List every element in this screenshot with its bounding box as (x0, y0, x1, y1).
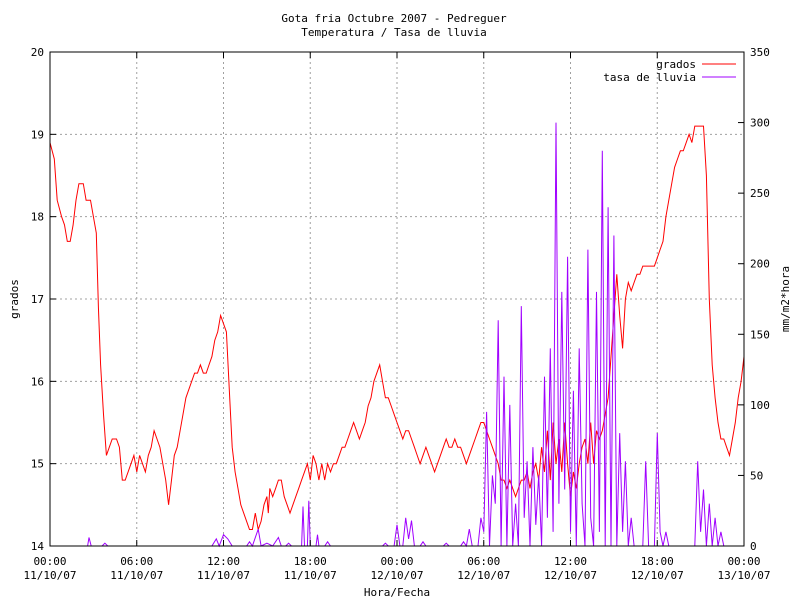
series-line-tasa-de-lluvia (50, 122, 744, 548)
y2-tick-label: 0 (750, 540, 757, 553)
series (49, 122, 745, 548)
grid (50, 52, 744, 546)
x-tick-time-label: 00:00 (380, 555, 413, 568)
x-tick-time-label: 00:00 (33, 555, 66, 568)
x-tick-time-label: 18:00 (641, 555, 674, 568)
y-axis-label: grados (8, 279, 21, 319)
x-tick-date-label: 11/10/07 (197, 569, 250, 582)
y2-tick-label: 200 (750, 258, 770, 271)
x-tick-time-label: 06:00 (467, 555, 500, 568)
chart-subtitle: Temperatura / Tasa de lluvia (301, 26, 486, 39)
y2-tick-label: 150 (750, 328, 770, 341)
ticks: 00:0011/10/0706:0011/10/0712:0011/10/071… (24, 46, 771, 582)
x-tick-time-label: 12:00 (207, 555, 240, 568)
series-line-grados (49, 125, 745, 532)
y-tick-label: 19 (31, 128, 44, 141)
x-tick-date-label: 11/10/07 (110, 569, 163, 582)
x-tick-date-label: 12/10/07 (631, 569, 684, 582)
y-tick-label: 17 (31, 293, 44, 306)
x-tick-date-label: 12/10/07 (457, 569, 510, 582)
y2-tick-label: 100 (750, 399, 770, 412)
x-tick-time-label: 12:00 (554, 555, 587, 568)
x-tick-time-label: 06:00 (120, 555, 153, 568)
x-tick-time-label: 18:00 (294, 555, 327, 568)
legend-label: tasa de lluvia (603, 71, 696, 84)
y2-tick-label: 300 (750, 117, 770, 130)
y-tick-label: 18 (31, 211, 44, 224)
y2-tick-label: 250 (750, 187, 770, 200)
x-tick-time-label: 00:00 (727, 555, 760, 568)
y-tick-label: 20 (31, 46, 44, 59)
y-tick-label: 16 (31, 375, 44, 388)
chart-title: Gota fria Octubre 2007 - Pedreguer (281, 12, 507, 25)
y2-tick-label: 50 (750, 469, 763, 482)
y2-axis-label: mm/m2*hora (779, 266, 792, 332)
x-tick-date-label: 11/10/07 (284, 569, 337, 582)
y-tick-label: 15 (31, 458, 44, 471)
x-tick-date-label: 12/10/07 (544, 569, 597, 582)
legend-label: grados (656, 58, 696, 71)
x-tick-date-label: 12/10/07 (371, 569, 424, 582)
y2-tick-label: 350 (750, 46, 770, 59)
x-tick-date-label: 13/10/07 (718, 569, 771, 582)
y-tick-label: 14 (31, 540, 45, 553)
x-axis-label: Hora/Fecha (364, 586, 430, 599)
x-tick-date-label: 11/10/07 (24, 569, 77, 582)
